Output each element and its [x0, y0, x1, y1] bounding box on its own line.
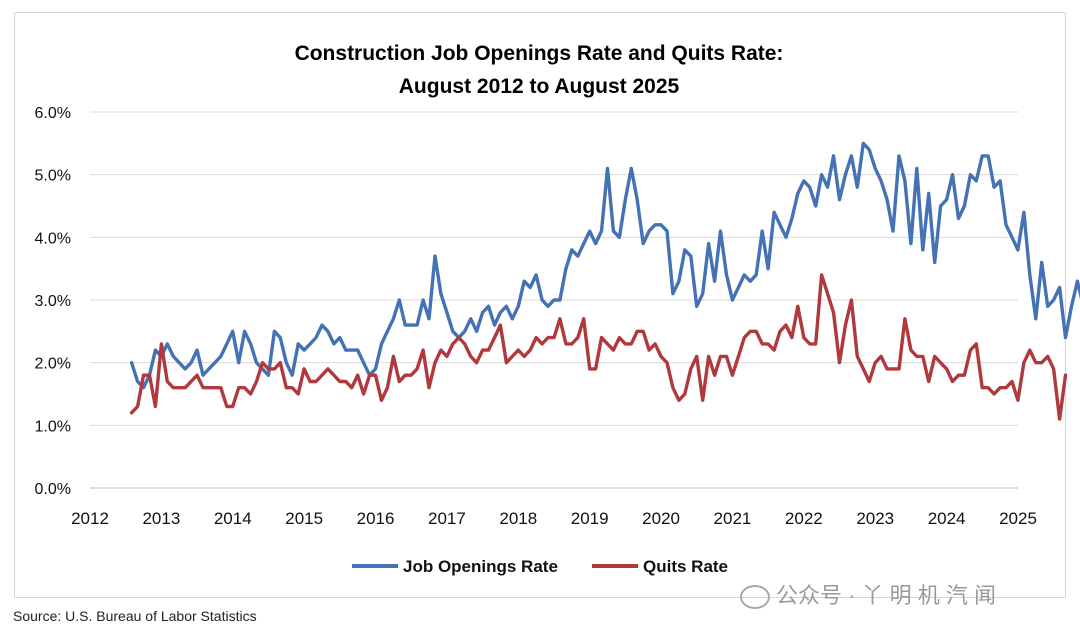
y-tick-label: 1.0% [35, 418, 71, 435]
x-tick-label: 2020 [642, 509, 680, 528]
y-axis-ticks: 0.0% 1.0% 2.0% 3.0% 4.0% 5.0% 6.0% [35, 105, 71, 498]
x-axis-ticks: 2012 2013 2014 2015 2016 2017 2018 2019 2020 2021… [71, 509, 1037, 528]
x-tick-label: 2023 [856, 509, 894, 528]
legend: Job Openings Rate Quits Rate [352, 557, 728, 576]
legend-label-quits: Quits Rate [643, 557, 728, 576]
source-note: Source: U.S. Bureau of Labor Statistics [13, 608, 257, 624]
series-line-job-openings-rate [129, 141, 1080, 390]
x-tick-label: 2019 [571, 509, 609, 528]
x-tick-label: 2025 [999, 509, 1037, 528]
x-tick-label: 2015 [285, 509, 323, 528]
x-tick-label: 2017 [428, 509, 466, 528]
series-line-quits-rate [129, 273, 1068, 421]
legend-label-job-openings: Job Openings Rate [403, 557, 558, 576]
x-tick-label: 2016 [357, 509, 395, 528]
y-tick-label: 4.0% [35, 230, 71, 247]
wechat-icon [740, 585, 770, 610]
chart-title-line-2: August 2012 to August 2025 [399, 75, 680, 98]
x-tick-label: 2024 [928, 509, 966, 528]
x-tick-label: 2014 [214, 509, 252, 528]
y-tick-label: 0.0% [35, 481, 71, 498]
watermark: 公众号 · 丫 明 机 汽 闻 [740, 578, 996, 610]
y-tick-label: 6.0% [35, 105, 71, 122]
line-chart: Construction Job Openings Rate and Quits… [35, 42, 1080, 576]
x-tick-label: 2012 [71, 509, 109, 528]
chart-frame [14, 12, 1066, 598]
watermark-text: 公众号 · 丫 明 机 汽 闻 [776, 583, 997, 608]
x-tick-label: 2022 [785, 509, 823, 528]
series-lines [129, 141, 1080, 421]
chart-title-line-1: Construction Job Openings Rate and Quits… [295, 42, 784, 65]
x-tick-label: 2013 [142, 509, 180, 528]
x-tick-label: 2018 [499, 509, 537, 528]
y-tick-label: 3.0% [35, 293, 71, 310]
x-tick-label: 2021 [714, 509, 752, 528]
y-tick-label: 2.0% [35, 356, 71, 373]
y-tick-label: 5.0% [35, 168, 71, 185]
gridlines [90, 111, 1018, 489]
